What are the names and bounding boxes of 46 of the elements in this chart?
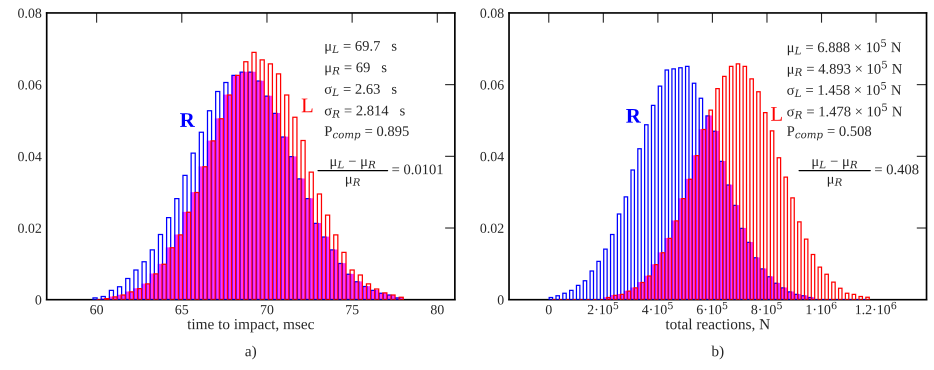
annotation: σ$_{L}$ = 2.63 s xyxy=(324,84,397,96)
y-tick-label: 0.04 xyxy=(480,152,504,162)
x-axis-title: total reactions, N xyxy=(666,318,770,332)
y-tick-label: 0 xyxy=(35,295,42,305)
annotation: μ$_{L}$ − μ$_{R}$ xyxy=(812,159,858,170)
x-tick-label: 4·10$^{5}$ xyxy=(642,302,673,314)
x-tick-label: 1·10$^{6}$ xyxy=(806,302,837,314)
annotation: P$_{comp}$ = 0.895 xyxy=(324,126,409,140)
x-tick-label: 0 xyxy=(546,304,552,314)
annotation: = 0.0101 xyxy=(392,164,443,174)
annotation: = 0.408 xyxy=(875,164,918,174)
y-tick-label: 0.06 xyxy=(18,80,42,90)
series-label: L xyxy=(302,98,313,112)
annotation: μ$_{R}$ = 4.893 × 10$^{5}$ N xyxy=(788,60,902,77)
annotation: μ$_{R}$ xyxy=(828,176,842,187)
x-tick-label: 6·10$^{5}$ xyxy=(696,302,728,314)
y-tick-label: 0.02 xyxy=(18,224,42,234)
annotation: σ$_{L}$ = 1.458 × 10$^{5}$ N xyxy=(787,82,902,98)
annotation: μ$_{L}$ = 69.7 s xyxy=(325,40,396,54)
series-label: R xyxy=(626,108,642,123)
annotation: μ$_{L}$ − μ$_{R}$ xyxy=(330,159,376,170)
x-tick-label: 75 xyxy=(346,305,359,314)
annotation: σ$_{R}$ = 2.814 s xyxy=(324,106,405,118)
x-tick-label: 1.2·10$^{6}$ xyxy=(856,302,896,314)
y-tick-label: 0.02 xyxy=(480,224,504,234)
y-tick-label: 0.08 xyxy=(18,8,42,18)
annotation: P$_{comp}$ = 0.508 xyxy=(787,126,872,140)
x-tick-label: 80 xyxy=(430,304,444,314)
text: b) xyxy=(711,346,724,360)
annotation: μ$_{L}$ = 6.888 × 10$^{5}$ N xyxy=(788,39,902,56)
annotation: σ$_{R}$ = 1.478 × 10$^{5}$ N xyxy=(787,104,902,119)
text: a) xyxy=(245,346,256,360)
x-tick-label: 2·10$^{5}$ xyxy=(588,302,618,314)
x-tick-label: 65 xyxy=(175,305,188,314)
y-tick-label: 0.04 xyxy=(18,152,42,162)
x-tick-label: 8·10$^{5}$ xyxy=(751,302,782,314)
series-label: R xyxy=(180,113,195,127)
annotation: μ$_{R}$ xyxy=(346,176,360,187)
y-tick-label: 0.06 xyxy=(480,80,504,90)
x-axis-title: time to impact, msec xyxy=(187,319,314,332)
y-tick-label: 0.08 xyxy=(480,8,504,18)
series-label: L xyxy=(770,107,782,121)
x-tick-label: 60 xyxy=(90,304,104,314)
annotation: μ$_{R}$ = 69 s xyxy=(325,62,386,76)
y-tick-label: 0 xyxy=(498,295,504,305)
x-tick-label: 70 xyxy=(260,304,274,314)
